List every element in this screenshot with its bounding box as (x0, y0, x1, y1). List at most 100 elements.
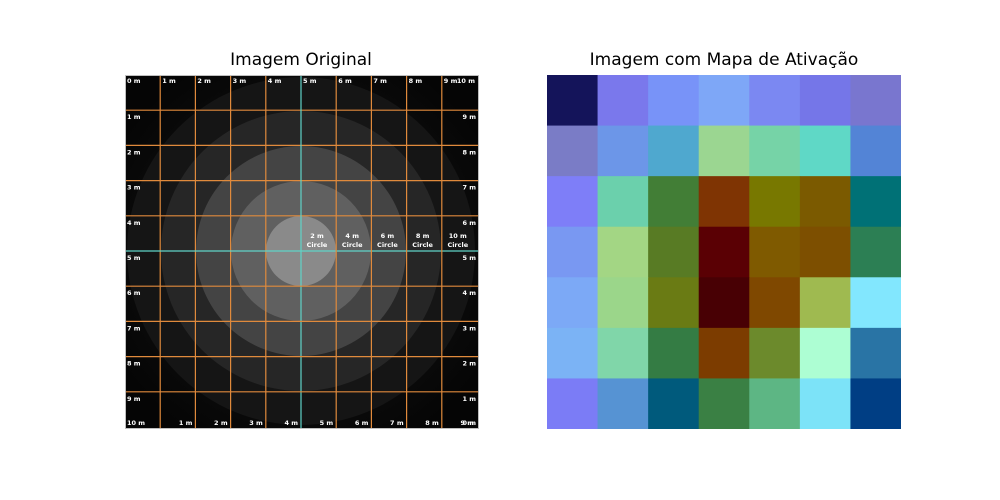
left-scale-label: 8 m (127, 360, 141, 368)
heatmap-cell (850, 75, 902, 127)
heatmap-cell (850, 125, 902, 177)
heatmap-cell (698, 277, 750, 329)
circle-word-label: Circle (377, 241, 398, 249)
left-scale-label: 4 m (127, 219, 141, 227)
left-scale-label: 5 m (127, 254, 141, 262)
heatmap-cell (597, 277, 649, 329)
heatmap-cell (698, 226, 750, 278)
circle-radius-label: 10 m (449, 232, 467, 240)
top-scale-label: 2 m (197, 77, 211, 85)
heatmap-cell (850, 226, 902, 278)
heatmap-cell (648, 378, 700, 430)
heatmap-cell (749, 75, 801, 127)
image-border (125, 75, 479, 429)
heatmap-cell (698, 176, 750, 228)
circle-radius-label: 6 m (381, 232, 395, 240)
heatmap-cell (850, 277, 902, 329)
heatmap-cell (749, 226, 801, 278)
activation-map-title: Imagem com Mapa de Ativação (589, 50, 859, 70)
right-scale-label: 8 m (462, 148, 476, 156)
top-scale-label: 6 m (338, 77, 352, 85)
heatmap-cell (749, 378, 801, 430)
circle-radius-label: 8 m (416, 232, 430, 240)
left-scale-label: 1 m (127, 113, 141, 121)
top-scale-label: 1 m (162, 77, 176, 85)
heatmap-cell (799, 277, 851, 329)
top-scale-label: 3 m (233, 77, 247, 85)
bottom-scale-label: 7 m (390, 419, 404, 427)
heatmap-cell (799, 125, 851, 177)
heatmap-cell (648, 226, 700, 278)
bottom-scale-label: 9 m (460, 419, 474, 427)
right-scale-label: 1 m (462, 395, 476, 403)
heatmap-cell (547, 125, 599, 177)
heatmap-cell (698, 75, 750, 127)
top-scale-label: 4 m (268, 77, 282, 85)
right-scale-label: 2 m (462, 360, 476, 368)
left-scale-label: 9 m (127, 395, 141, 403)
heatmap-cell (648, 327, 700, 379)
bottom-scale-label: 4 m (284, 419, 298, 427)
bottom-scale-label: 0 m (462, 419, 476, 427)
heatmap-cell (547, 277, 599, 329)
top-scale-label: 8 m (409, 77, 423, 85)
heatmap-cell (749, 125, 801, 177)
right-scale-label: 7 m (462, 184, 476, 192)
heatmap-cell (749, 277, 801, 329)
right-scale-label: 6 m (462, 219, 476, 227)
heatmap-cell (597, 226, 649, 278)
heatmap-cell (648, 277, 700, 329)
circle-word-label: Circle (307, 241, 328, 249)
right-scale-label: 9 m (462, 113, 476, 121)
bottom-scale-label: 3 m (249, 419, 263, 427)
top-scale-label: 10 m (457, 77, 475, 85)
heatmap-cell (547, 378, 599, 430)
bottom-scale-label: 8 m (425, 419, 439, 427)
heatmap-cell (597, 378, 649, 430)
heatmap-cell (547, 75, 599, 127)
heatmap-cell (597, 176, 649, 228)
right-scale-label: 5 m (462, 254, 476, 262)
heatmap-cell (547, 176, 599, 228)
heatmap-cell (597, 125, 649, 177)
circle-word-label: Circle (342, 241, 363, 249)
bottom-scale-label: 5 m (320, 419, 334, 427)
heatmap-cell (597, 75, 649, 127)
heatmap-cell (799, 378, 851, 430)
heatmap-cell (547, 327, 599, 379)
heatmap-cell (698, 378, 750, 430)
heatmap-cell (799, 75, 851, 127)
top-scale-label: 7 m (373, 77, 387, 85)
circle-word-label: Circle (447, 241, 468, 249)
circle-radius-label: 2 m (310, 232, 324, 240)
heatmap-cell (799, 327, 851, 379)
circle-word-label: Circle (412, 241, 433, 249)
heatmap-cell (547, 226, 599, 278)
heatmap-cell (749, 176, 801, 228)
heatmap-cell (749, 327, 801, 379)
heatmap-cell (850, 378, 902, 430)
heatmap-cell (799, 176, 851, 228)
heatmap-cell (850, 327, 902, 379)
bottom-scale-label: 1 m (179, 419, 193, 427)
bottom-scale-label: 2 m (214, 419, 228, 427)
heatmap-cell (597, 327, 649, 379)
left-scale-label: 7 m (127, 324, 141, 332)
heatmap-cell (648, 75, 700, 127)
heatmap-cell (648, 176, 700, 228)
heatmap-cell (698, 125, 750, 177)
heatmap-cell (850, 176, 902, 228)
top-scale-label: 9 m (444, 77, 458, 85)
activation-map (547, 75, 902, 430)
left-scale-label: 2 m (127, 148, 141, 156)
left-scale-label: 3 m (127, 184, 141, 192)
heatmap-cell (799, 226, 851, 278)
heatmap-cell (698, 327, 750, 379)
right-scale-label: 4 m (462, 289, 476, 297)
left-scale-label: 6 m (127, 289, 141, 297)
bottom-scale-label: 6 m (355, 419, 369, 427)
